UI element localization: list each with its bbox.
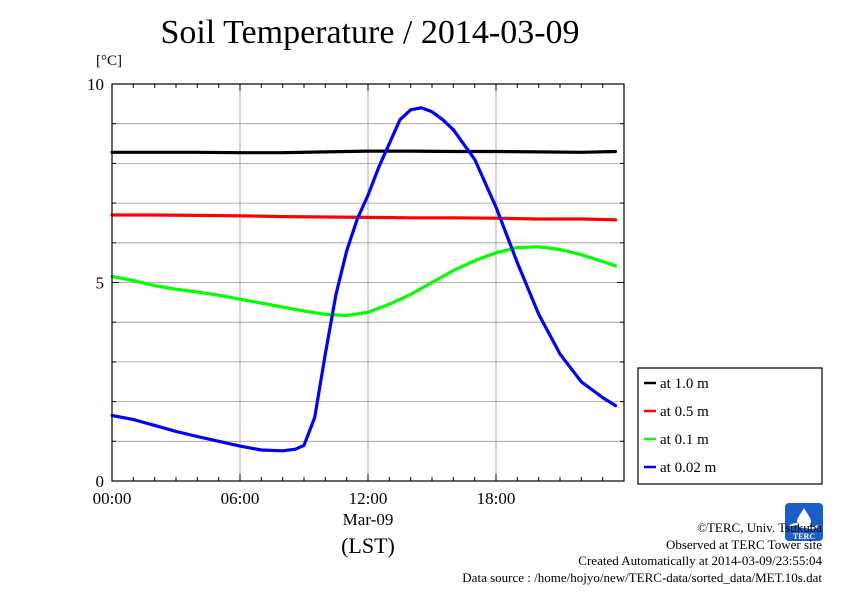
x-axis-label: (LST): [341, 533, 395, 558]
series-line-2: [110, 245, 618, 318]
data-source-text: Data source : /home/hojyo/new/TERC-data/…: [462, 569, 822, 585]
chart-title: Soil Temperature / 2014-03-09: [160, 14, 580, 51]
y-tick-label: 0: [96, 472, 105, 491]
x-tick-label: 06:00: [221, 489, 260, 508]
x-tick-label: 18:00: [477, 489, 516, 508]
axis-ticks: 0 5 10 00:00 06:00 12:00 18:00 Mar-09 (LST): [87, 75, 625, 558]
legend-label: at 0.1 m: [660, 432, 709, 448]
legend: at 1.0 m at 0.5 m at 0.1 m at 0.02 m: [637, 367, 823, 485]
legend-label: at 0.02 m: [660, 460, 717, 476]
copyright-text: ©TERC, Univ. Tsukuba: [697, 520, 822, 535]
series-line-1: [110, 213, 618, 222]
legend-label: at 0.5 m: [660, 404, 709, 420]
legend-box: [637, 367, 823, 485]
terc-logo-text: TERC: [793, 532, 815, 541]
legend-label: at 1.0 m: [660, 376, 709, 392]
series-line-0: [110, 149, 618, 155]
grid-lines: [112, 84, 624, 481]
y-tick-label: 5: [96, 274, 105, 293]
x-tick-label: 00:00: [93, 489, 132, 508]
x-tick-label: 12:00: [349, 489, 388, 508]
observed-text: Observed at TERC Tower site: [665, 536, 822, 552]
date-label: Mar-09: [343, 510, 394, 529]
created-text: Created Automatically at 2014-03-09/23:5…: [578, 553, 822, 568]
series-line-3: [110, 106, 618, 453]
terc-logo: TERC: [785, 503, 823, 541]
y-axis-unit-label: [°C]: [96, 53, 122, 69]
series-lines: [110, 106, 618, 453]
credits-block: ©TERC, Univ. Tsukuba Observed at TERC To…: [462, 520, 822, 586]
y-tick-label: 10: [87, 75, 104, 94]
